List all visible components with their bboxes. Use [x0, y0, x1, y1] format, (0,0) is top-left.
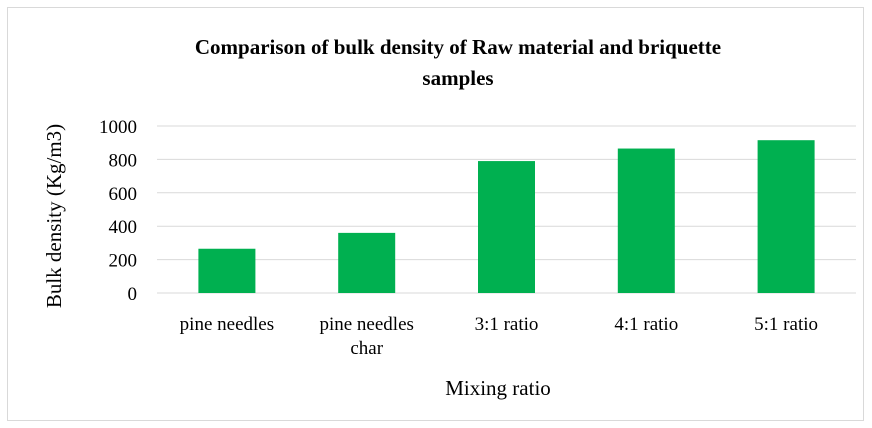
bars [198, 140, 815, 293]
y-axis-title: Bulk density (Kg/m3) [42, 124, 66, 308]
x-category-label: char [350, 338, 383, 359]
x-category-label: 5:1 ratio [754, 314, 818, 335]
y-tick-label: 200 [109, 251, 138, 272]
y-tick-label: 800 [109, 150, 138, 171]
bar-chart: Comparison of bulk density of Raw materi… [42, 35, 856, 400]
y-tick-label: 600 [109, 184, 138, 205]
y-tick-label: 1000 [99, 117, 137, 138]
chart-title-line-2: samples [422, 66, 493, 90]
y-tick-label: 400 [109, 217, 138, 238]
x-category-label: pine needles [180, 314, 274, 335]
x-category-label: pine needles [319, 314, 413, 335]
bar [478, 161, 535, 293]
bar [198, 248, 256, 293]
bar [617, 148, 675, 293]
y-axis-ticks: 0 200 400 600 800 1000 [99, 117, 137, 305]
x-axis-categories: pine needles pine needles char 3:1 ratio 4:1… [180, 314, 818, 359]
chart-title-line-1: Comparison of bulk density of Raw materi… [195, 35, 721, 59]
x-category-label: 3:1 ratio [475, 314, 539, 335]
x-axis-title: Mixing ratio [445, 376, 551, 400]
bar [757, 140, 815, 293]
bar [338, 232, 396, 293]
y-tick-label: 0 [128, 284, 138, 305]
chart-frame: Comparison of bulk density of Raw materi… [7, 7, 864, 421]
x-category-label: 4:1 ratio [614, 314, 678, 335]
